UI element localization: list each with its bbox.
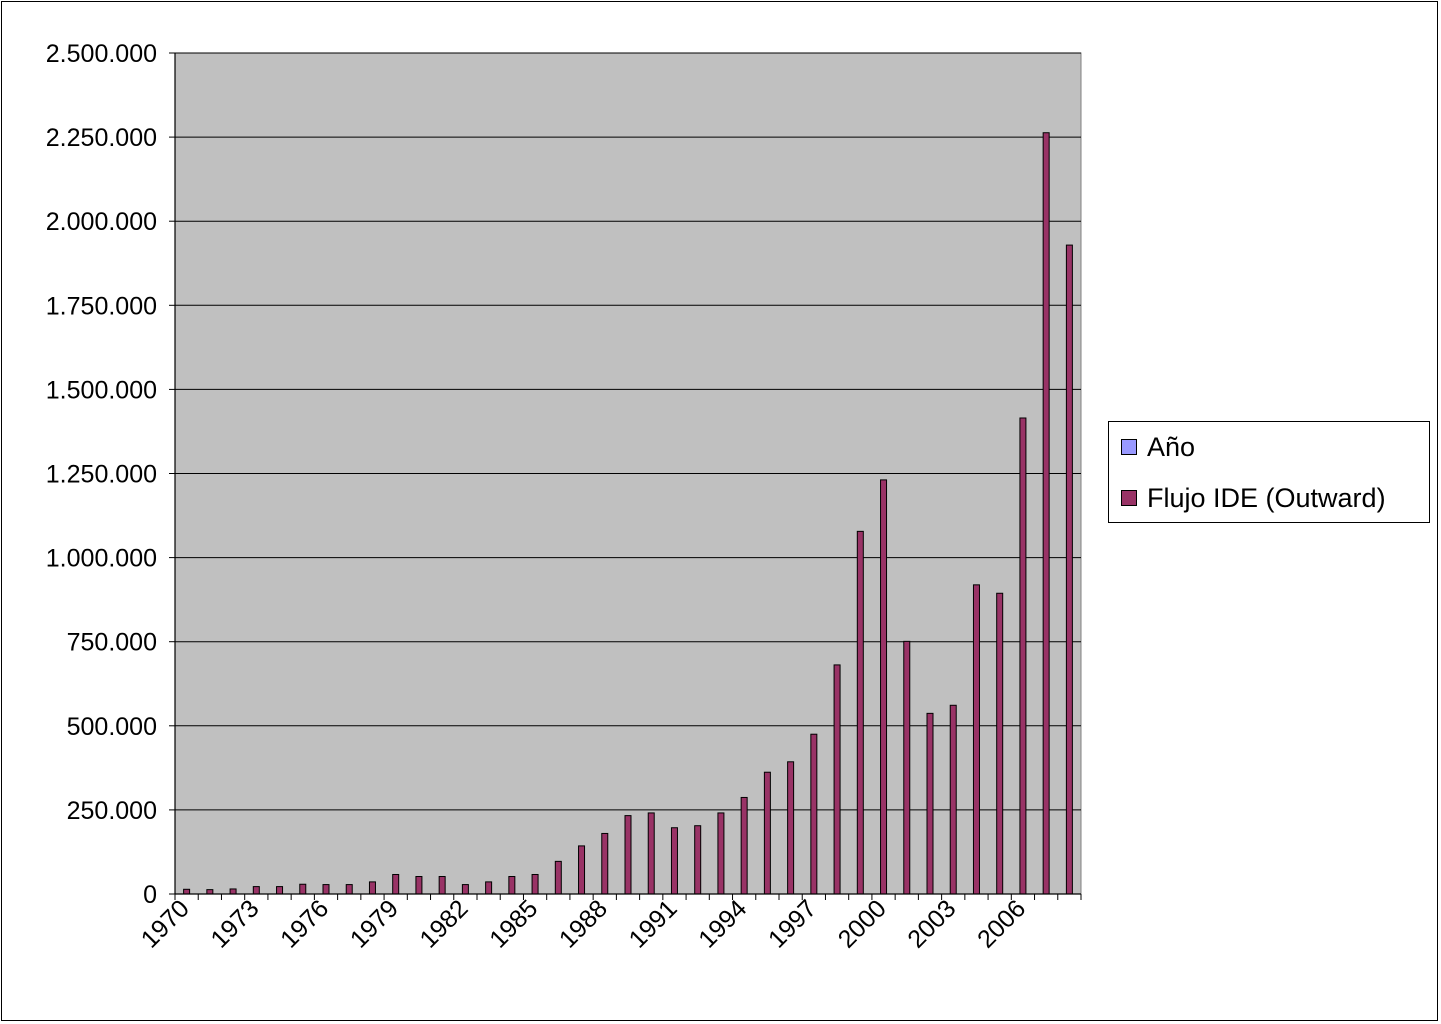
bar-1981	[438, 876, 446, 895]
bar-1996	[787, 761, 795, 895]
legend-item-flujo-ide: Flujo IDE (Outward)	[1121, 483, 1386, 513]
bar-2003	[949, 704, 957, 895]
legend-swatch-flujo-ide	[1121, 490, 1137, 506]
bar-1992	[694, 825, 702, 895]
bar-1974	[276, 886, 284, 895]
y-tick-label: 1.500.000	[46, 376, 157, 404]
bar-2006	[1019, 417, 1027, 895]
bar-1991	[670, 827, 678, 895]
bar-2002	[926, 712, 934, 895]
bar-1980	[415, 876, 423, 895]
bar-1983	[485, 881, 493, 895]
legend-label-ano: Año	[1147, 431, 1196, 462]
bar-1997	[810, 733, 818, 895]
legend-swatch-ano	[1121, 439, 1137, 455]
bar-1979	[392, 873, 400, 895]
x-tick-label: 1985	[484, 894, 543, 953]
y-tick-label: 2.250.000	[46, 124, 157, 152]
x-tick-label: 1988	[554, 894, 613, 953]
legend-label-flujo-ide: Flujo IDE (Outward)	[1147, 482, 1386, 513]
bar-2007	[1042, 132, 1050, 895]
legend-item-ano: Año	[1121, 432, 1195, 462]
bar-1982	[461, 884, 469, 895]
bar-1990	[647, 812, 655, 895]
bar-1972	[229, 888, 237, 895]
bar-1985	[531, 873, 539, 895]
x-tick-label: 1979	[345, 894, 404, 953]
y-tick-label: 1.000.000	[46, 545, 157, 573]
y-tick-label: 0	[143, 881, 157, 909]
x-tick-label: 1973	[205, 894, 264, 953]
bar-1977	[345, 884, 353, 895]
bar-1986	[554, 860, 562, 895]
bar-2004	[972, 584, 980, 895]
bar-1975	[299, 883, 307, 895]
y-tick-label: 750.000	[67, 629, 157, 657]
x-tick-label: 1976	[275, 894, 334, 953]
x-tick-label: 1997	[763, 894, 822, 953]
bar-1989	[624, 815, 632, 895]
y-tick-label: 2.000.000	[46, 208, 157, 236]
bar-1988	[601, 832, 609, 895]
y-tick-label: 2.500.000	[46, 40, 157, 68]
bar-2000	[880, 479, 888, 895]
x-tick-label: 1994	[693, 894, 752, 953]
bar-1971	[206, 889, 214, 895]
x-tick-label: 2000	[833, 894, 892, 953]
bar-2008	[1065, 244, 1073, 895]
bar-1995	[763, 771, 771, 895]
x-tick-label: 1982	[414, 894, 473, 953]
x-tick-label: 1991	[624, 894, 683, 953]
bar-1976	[322, 884, 330, 895]
y-tick-label: 250.000	[67, 797, 157, 825]
bar-1978	[368, 881, 376, 895]
bar-1994	[740, 796, 748, 895]
x-tick-label: 2006	[972, 894, 1031, 953]
x-tick-label: 2003	[902, 894, 961, 953]
y-tick-label: 1.750.000	[46, 292, 157, 320]
y-tick-label: 500.000	[67, 713, 157, 741]
bar-2001	[903, 640, 911, 895]
bar-1998	[833, 664, 841, 895]
y-tick-label: 1.250.000	[46, 461, 157, 489]
bar-2005	[996, 592, 1004, 895]
bar-1993	[717, 812, 725, 895]
legend: Año Flujo IDE (Outward)	[1108, 421, 1430, 523]
bar-1973	[252, 886, 260, 895]
bar-1970	[183, 888, 191, 895]
bar-1999	[856, 530, 864, 895]
bar-1984	[508, 876, 516, 895]
bar-1987	[578, 845, 586, 895]
